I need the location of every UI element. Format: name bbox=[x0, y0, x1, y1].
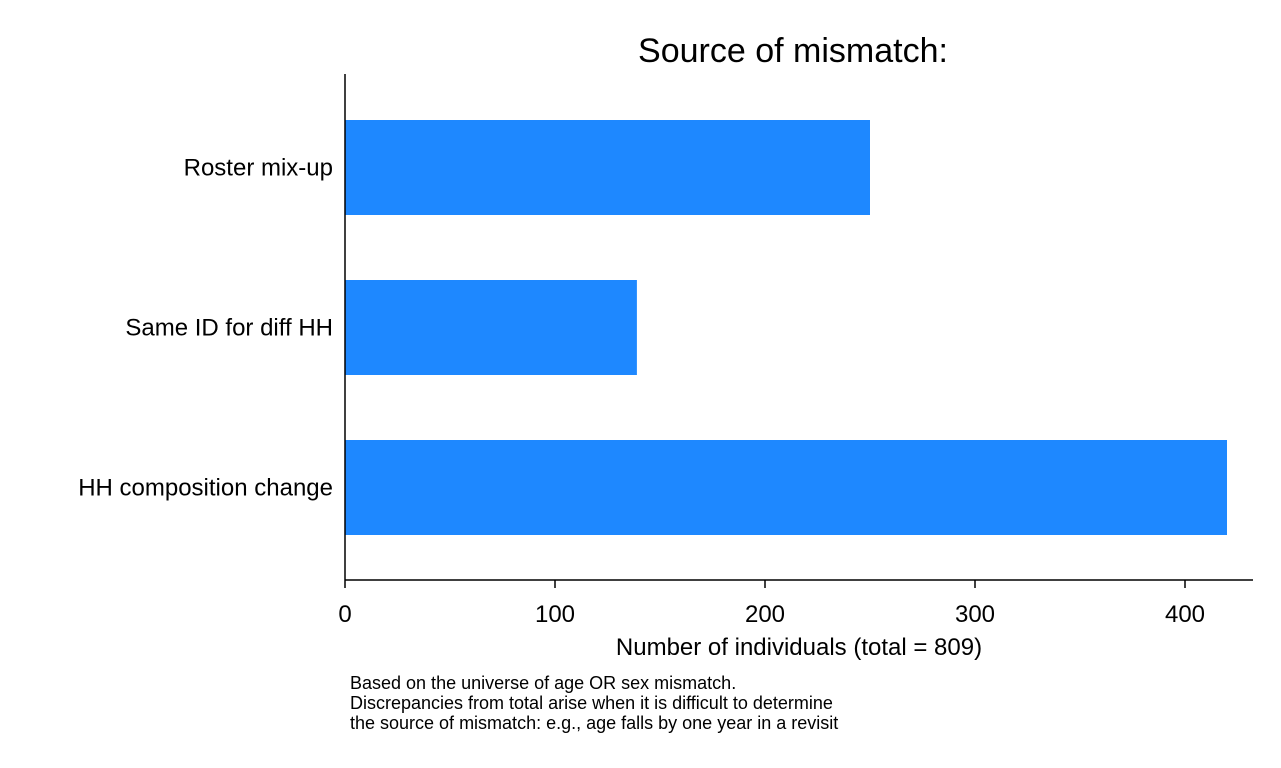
x-axis-title: Number of individuals (total = 809) bbox=[616, 634, 982, 661]
note-line: Discrepancies from total arise when it i… bbox=[350, 693, 833, 713]
x-tick-label: 100 bbox=[535, 601, 575, 628]
chart-title: Source of mismatch: bbox=[638, 32, 948, 70]
bars-group bbox=[345, 120, 1227, 535]
x-tick-label: 200 bbox=[745, 601, 785, 628]
chart-notes: Based on the universe of age OR sex mism… bbox=[350, 673, 838, 733]
note-line: the source of mismatch: e.g., age falls … bbox=[350, 713, 838, 733]
category-label: HH composition change bbox=[78, 475, 333, 502]
bar bbox=[345, 120, 870, 215]
category-labels: Roster mix-up Same ID for diff HH HH compo… bbox=[78, 155, 333, 502]
x-axis-ticks: 0 100 200 300 400 bbox=[338, 580, 1205, 628]
category-label: Roster mix-up bbox=[184, 155, 333, 182]
x-tick-label: 400 bbox=[1165, 601, 1205, 628]
x-tick-label: 0 bbox=[338, 601, 351, 628]
bar bbox=[345, 440, 1227, 535]
x-tick-label: 300 bbox=[955, 601, 995, 628]
bar bbox=[345, 280, 637, 375]
category-label: Same ID for diff HH bbox=[125, 315, 333, 342]
note-line: Based on the universe of age OR sex mism… bbox=[350, 673, 736, 693]
